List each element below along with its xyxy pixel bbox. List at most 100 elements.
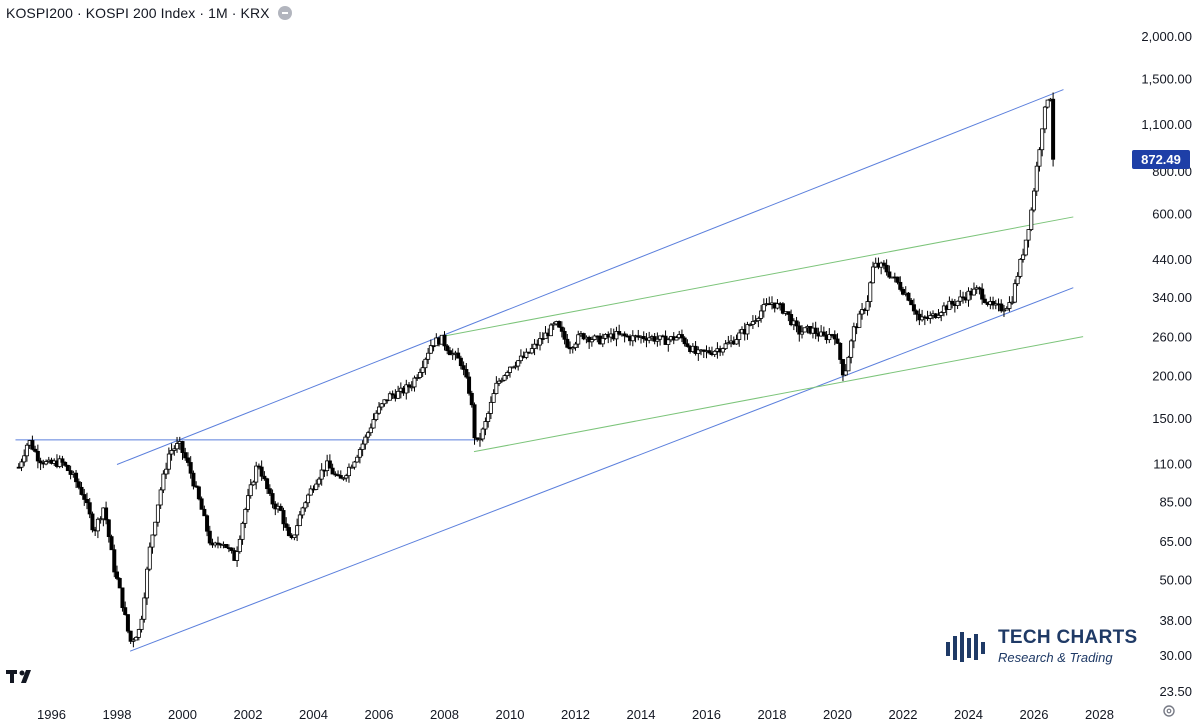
candle-body [240, 522, 245, 540]
candle-body [387, 393, 392, 401]
candle-body [295, 525, 300, 536]
candle-body [357, 449, 362, 458]
candle-body [647, 337, 652, 341]
candle-body [379, 403, 384, 408]
trendline-upper-channel [116, 89, 1064, 465]
candle-body [483, 421, 488, 430]
candle-body [486, 413, 491, 422]
candle-body [254, 465, 259, 483]
candle-body [1012, 283, 1017, 303]
candle-body [759, 310, 764, 319]
candle-body [865, 301, 870, 311]
candle-body [442, 334, 447, 347]
candle-body [235, 551, 240, 561]
candle-body [390, 393, 395, 396]
candle-body [838, 342, 843, 360]
candle-body [84, 499, 89, 504]
candle-body [382, 399, 387, 405]
candle-body [472, 404, 477, 439]
candle-body [1032, 190, 1037, 211]
y-tick-label: 600.00 [1152, 206, 1192, 221]
candle-body [491, 393, 496, 403]
candle-body [136, 629, 141, 638]
tradingview-logo[interactable] [6, 665, 38, 689]
candle-body [780, 303, 785, 314]
candle-body [971, 288, 976, 296]
candle-body [840, 359, 845, 376]
candle-body [936, 314, 941, 318]
candle-body [38, 460, 43, 464]
candle-body [74, 472, 79, 483]
watermark-title: TECH CHARTS [998, 627, 1138, 648]
candle-body [502, 375, 507, 381]
last-price-badge: 872.49 [1132, 150, 1190, 169]
candle-body [573, 343, 578, 348]
candle-body [775, 303, 780, 309]
candle-body [726, 342, 731, 345]
candle-body [286, 527, 291, 537]
candle-body [1034, 165, 1039, 192]
candle-body [461, 365, 466, 370]
candle-body [1037, 149, 1042, 167]
candle-body [497, 380, 502, 384]
candle-body [565, 338, 570, 348]
candle-body [256, 465, 261, 468]
candle-body [870, 266, 875, 284]
candle-body [1023, 239, 1028, 256]
candle-body [977, 287, 982, 290]
y-tick-label: 1,500.00 [1141, 71, 1192, 86]
y-tick-label: 340.00 [1152, 290, 1192, 305]
candle-body [196, 486, 201, 500]
candle-body [327, 460, 332, 469]
candle-body [617, 331, 622, 335]
y-tick-label: 65.00 [1159, 534, 1192, 549]
candle-body [316, 478, 321, 485]
x-tick-label: 2028 [1085, 707, 1114, 722]
gear-icon[interactable] [1162, 704, 1176, 718]
candle-body [538, 338, 543, 346]
candle-body [914, 310, 919, 315]
y-axis: 2,000.001,500.001,100.00800.00600.00440.… [1141, 29, 1192, 699]
candle-body [696, 349, 701, 354]
candle-body [734, 339, 739, 345]
candle-body [194, 485, 199, 488]
candle-body [518, 355, 523, 362]
candle-body [589, 339, 594, 343]
candle-body [789, 314, 794, 326]
candle-body [658, 335, 663, 340]
trendline-upper-green [441, 216, 1074, 338]
candle-body [417, 372, 422, 378]
x-tick-label: 2000 [168, 707, 197, 722]
candle-body [366, 432, 371, 438]
candle-body [641, 336, 646, 340]
minus-icon[interactable] [277, 6, 292, 20]
trendline-lower-green [473, 336, 1084, 453]
x-tick-label: 2024 [954, 707, 983, 722]
candle-body [895, 276, 900, 283]
candle-body [581, 333, 586, 340]
candle-body [314, 483, 319, 490]
candle-body [104, 507, 109, 521]
candle-body [655, 338, 660, 342]
candle-body [243, 509, 248, 524]
candle-body [666, 339, 671, 345]
candle-body [224, 543, 229, 549]
y-tick-label: 85.00 [1159, 494, 1192, 509]
candle-body [109, 536, 114, 551]
candle-body [82, 494, 87, 500]
x-tick-label: 2002 [234, 707, 263, 722]
candle-body [469, 392, 474, 406]
candle-body [813, 327, 818, 334]
candle-body [851, 326, 856, 342]
candle-body [991, 301, 996, 306]
candle-body [407, 384, 412, 388]
candle-body [685, 343, 690, 347]
y-tick-label: 200.00 [1152, 368, 1192, 383]
candle-body [134, 636, 139, 641]
candle-body [423, 358, 428, 369]
candle-body [376, 406, 381, 414]
trendline-lower-channel [129, 287, 1074, 652]
candle-body [505, 372, 510, 377]
candle-body [153, 521, 158, 536]
